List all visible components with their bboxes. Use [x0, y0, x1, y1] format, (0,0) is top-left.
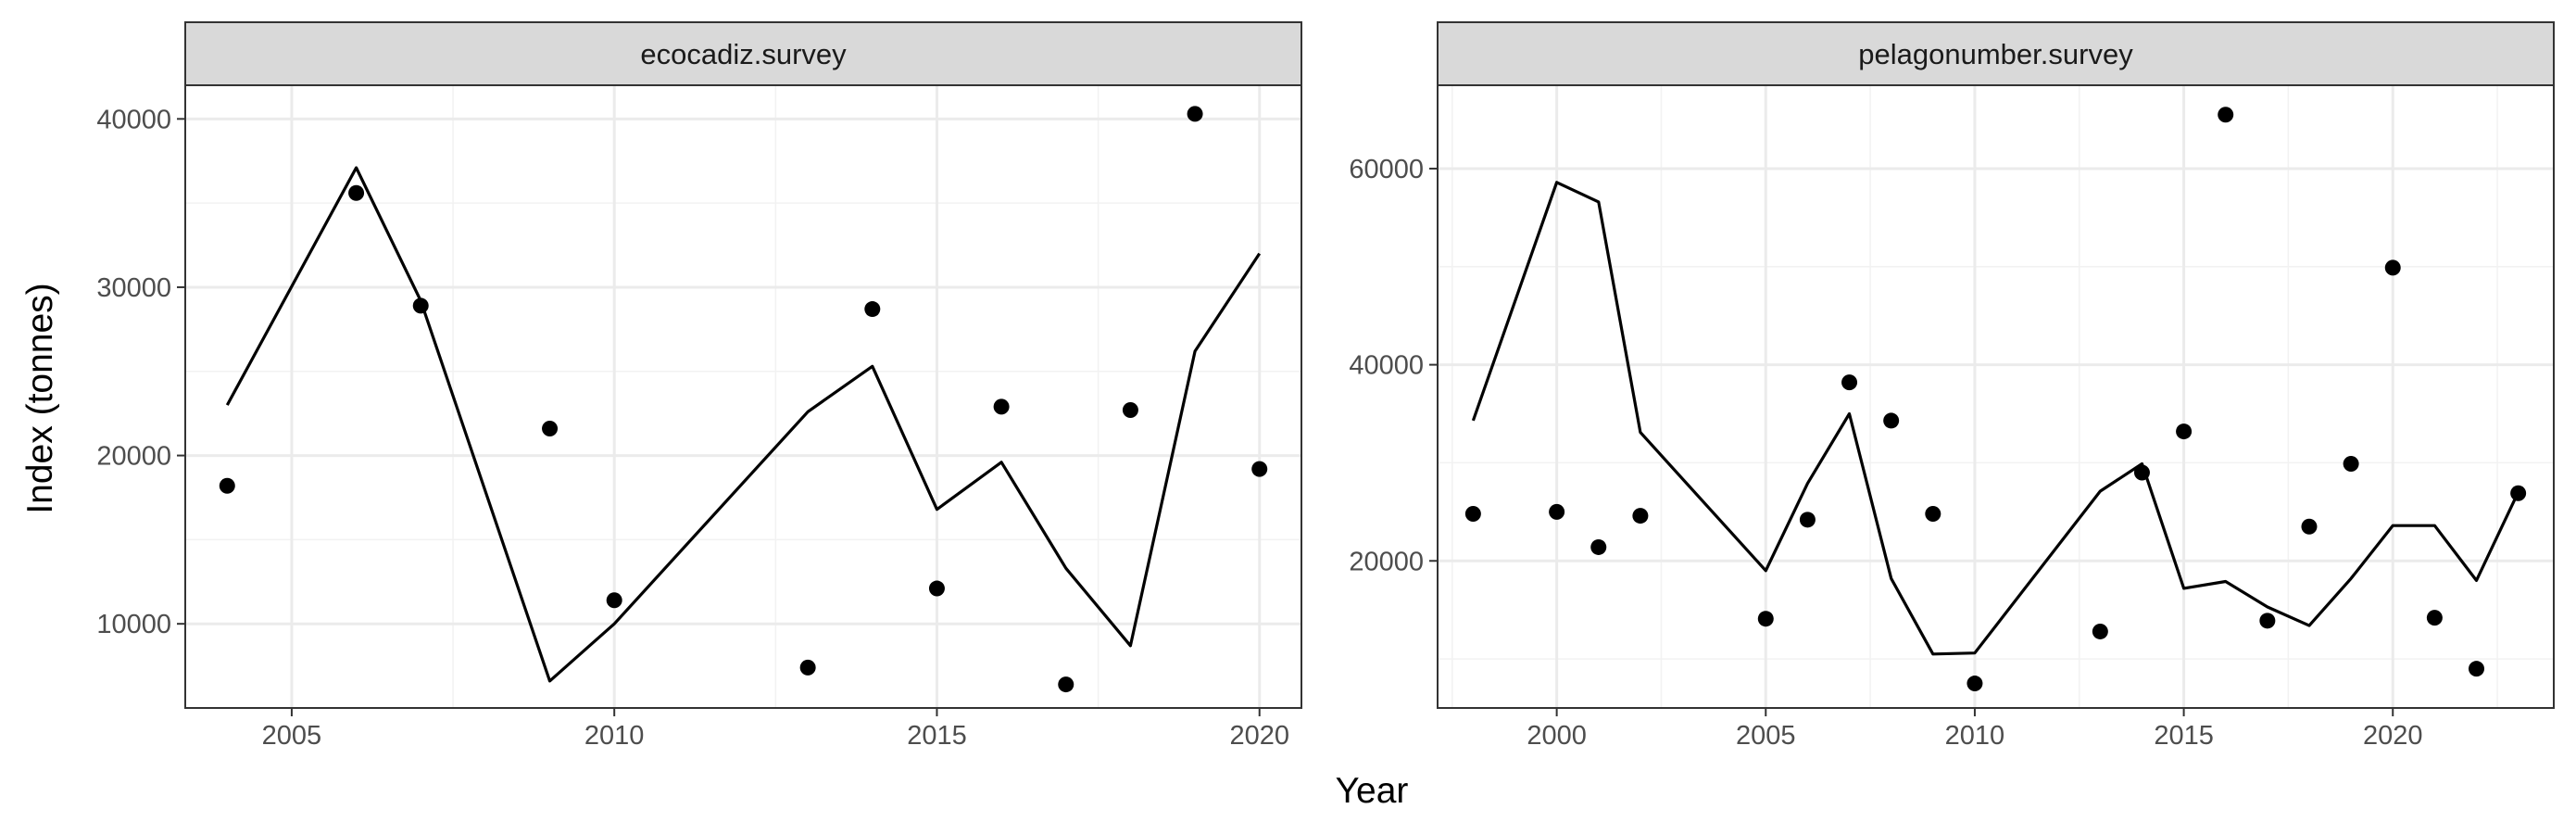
x-tick-label: 2005 — [1736, 721, 1796, 751]
data-point — [1883, 412, 1900, 429]
facet-strip-label: pelagonumber.survey — [1858, 38, 2133, 70]
panel-background — [1438, 85, 2554, 708]
data-point — [1757, 611, 1774, 627]
data-point — [2259, 613, 2276, 629]
x-tick-label: 2015 — [2154, 721, 2214, 751]
data-point — [348, 184, 365, 201]
data-point — [1841, 374, 1858, 391]
data-point — [1632, 508, 1649, 524]
data-point — [1967, 676, 1983, 692]
x-tick-label: 2020 — [1229, 721, 1289, 751]
x-tick-label: 2020 — [2363, 721, 2423, 751]
x-tick-label: 2010 — [584, 721, 645, 751]
x-tick-label: 2010 — [1945, 721, 2005, 751]
panel-pelagonumber-survey: pelagonumber.survey 2000 2005 2010 2015 2020 2… — [1349, 21, 2555, 751]
data-point — [219, 477, 235, 494]
y-tick-label: 60000 — [1349, 155, 1424, 184]
facet-strip-label: ecocadiz.survey — [640, 38, 847, 70]
data-point — [1187, 106, 1203, 122]
series-line — [225, 166, 1262, 683]
data-point — [1590, 538, 1607, 555]
y-tick-label: 40000 — [96, 105, 171, 134]
data-point — [2469, 661, 2485, 677]
data-point — [2218, 107, 2234, 123]
data-point — [2384, 259, 2401, 276]
x-tick-label: 2015 — [907, 721, 967, 751]
y-tick-label: 10000 — [96, 610, 171, 639]
facet-strip — [1437, 21, 2555, 86]
data-point — [1925, 505, 1941, 522]
y-tick-label: 40000 — [1349, 351, 1424, 381]
panels: ecocadiz.survey 2005 2010 2015 2020 10000 2000… — [96, 21, 2555, 751]
facet-strip — [184, 21, 1302, 86]
data-point — [1251, 461, 1268, 477]
data-point — [928, 580, 945, 597]
data-point — [799, 659, 816, 676]
y-tick-label: 20000 — [96, 442, 171, 472]
panel-background — [185, 85, 1301, 708]
data-point — [542, 421, 559, 437]
data-point — [606, 592, 622, 609]
data-point — [2426, 610, 2443, 626]
data-point — [1058, 676, 1074, 693]
data-point — [2301, 518, 2318, 535]
data-point — [1464, 505, 1481, 522]
y-tick-label: 30000 — [96, 273, 171, 303]
data-point — [864, 301, 881, 318]
y-axis-title: Index (tonnes) — [20, 283, 60, 513]
x-tick-label: 2000 — [1527, 721, 1587, 751]
panel-ecocadiz-survey: ecocadiz.survey 2005 2010 2015 2020 10000 2000… — [96, 21, 1302, 751]
data-point — [1799, 512, 1816, 528]
data-point — [2343, 455, 2359, 472]
x-tick-label: 2005 — [262, 721, 322, 751]
data-point — [993, 398, 1010, 415]
data-point — [1549, 503, 1565, 520]
y-tick-label: 20000 — [1349, 547, 1424, 576]
data-point — [1122, 402, 1138, 419]
series-line — [1471, 181, 2520, 656]
data-point — [2092, 623, 2108, 639]
x-axis-title: Year — [1336, 771, 1409, 811]
data-point — [2176, 423, 2193, 440]
